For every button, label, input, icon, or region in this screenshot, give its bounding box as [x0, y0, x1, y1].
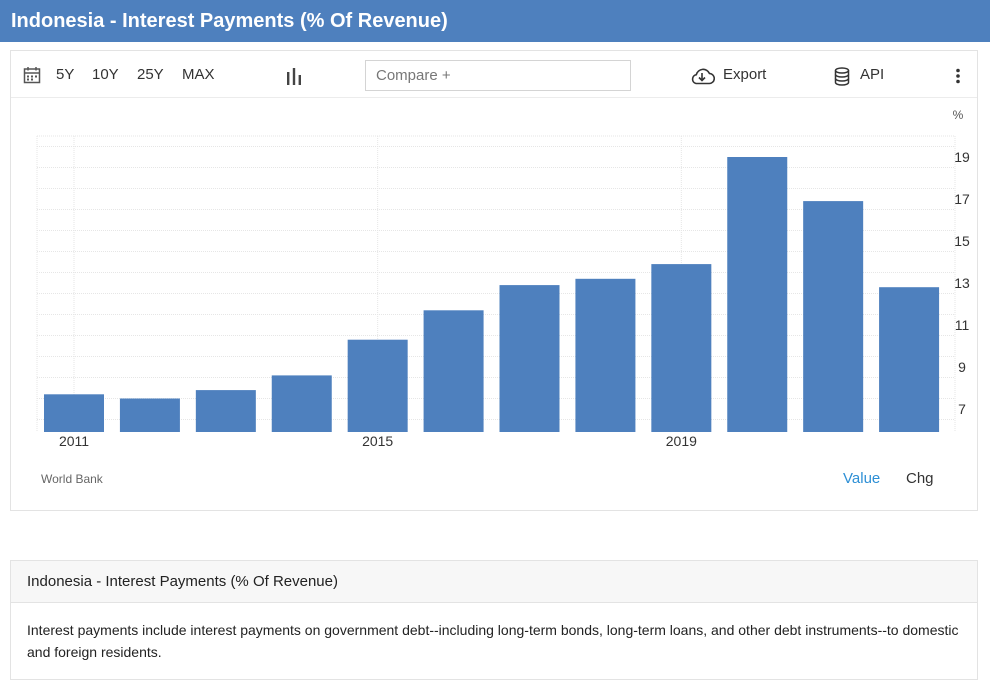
- interest-payments-bar-chart: 7 9 11 13 15 17 19 2011 2015 2019 % World Bank Va…: [36, 108, 970, 487]
- chart-bar: [347, 339, 408, 432]
- x-tick-label: 2015: [362, 433, 393, 449]
- chart-bar: [879, 287, 940, 432]
- description-text: Interest payments include interest payme…: [27, 622, 959, 660]
- chart-bar: [119, 398, 180, 432]
- chart-bar: [499, 285, 560, 432]
- chg-toggle-link[interactable]: Chg: [906, 470, 934, 487]
- chart-toolbar: 5Y 10Y 25Y MAX Export: [11, 51, 977, 98]
- chart-bar: [271, 375, 332, 432]
- range-25y-button[interactable]: 25Y: [137, 66, 164, 83]
- chart-bar: [651, 264, 712, 432]
- chart-panel: 5Y 10Y 25Y MAX Export: [10, 50, 978, 511]
- more-vertical-icon[interactable]: [956, 68, 960, 84]
- y-tick-label: 9: [958, 359, 966, 375]
- range-5y-button[interactable]: 5Y: [56, 66, 75, 83]
- cloud-download-icon[interactable]: [689, 67, 716, 85]
- chart-bar: [727, 157, 788, 432]
- x-tick-label: 2011: [59, 433, 89, 449]
- calendar-icon[interactable]: [23, 66, 41, 84]
- description-panel: Indonesia - Interest Payments (% Of Reve…: [10, 560, 978, 680]
- y-tick-label: 19: [954, 149, 970, 165]
- chart-bar: [44, 394, 104, 432]
- y-tick-label: 7: [958, 401, 966, 417]
- y-tick-label: 13: [954, 275, 970, 291]
- description-heading: Indonesia - Interest Payments (% Of Reve…: [11, 561, 977, 603]
- api-button[interactable]: API: [860, 66, 885, 83]
- y-axis-unit-label: %: [953, 108, 964, 122]
- chart-bar: [423, 310, 484, 432]
- range-10y-button[interactable]: 10Y: [92, 66, 119, 83]
- chart-bar: [195, 390, 256, 432]
- chart-bar: [575, 278, 636, 432]
- compare-input[interactable]: [365, 60, 631, 91]
- x-tick-label: 2019: [666, 433, 697, 449]
- page-header: Indonesia - Interest Payments (% Of Reve…: [0, 0, 990, 42]
- chart-source-label: World Bank: [41, 472, 104, 486]
- export-button[interactable]: Export: [723, 66, 767, 83]
- y-tick-label: 15: [954, 233, 970, 249]
- range-max-button[interactable]: MAX: [182, 66, 215, 83]
- page-title: Indonesia - Interest Payments (% Of Reve…: [11, 10, 448, 32]
- database-icon[interactable]: [834, 67, 850, 86]
- y-tick-label: 11: [955, 317, 970, 333]
- bar-chart-icon[interactable]: [286, 67, 302, 85]
- chart-bar: [803, 201, 864, 432]
- y-tick-label: 17: [954, 191, 970, 207]
- value-toggle-link[interactable]: Value: [843, 470, 880, 487]
